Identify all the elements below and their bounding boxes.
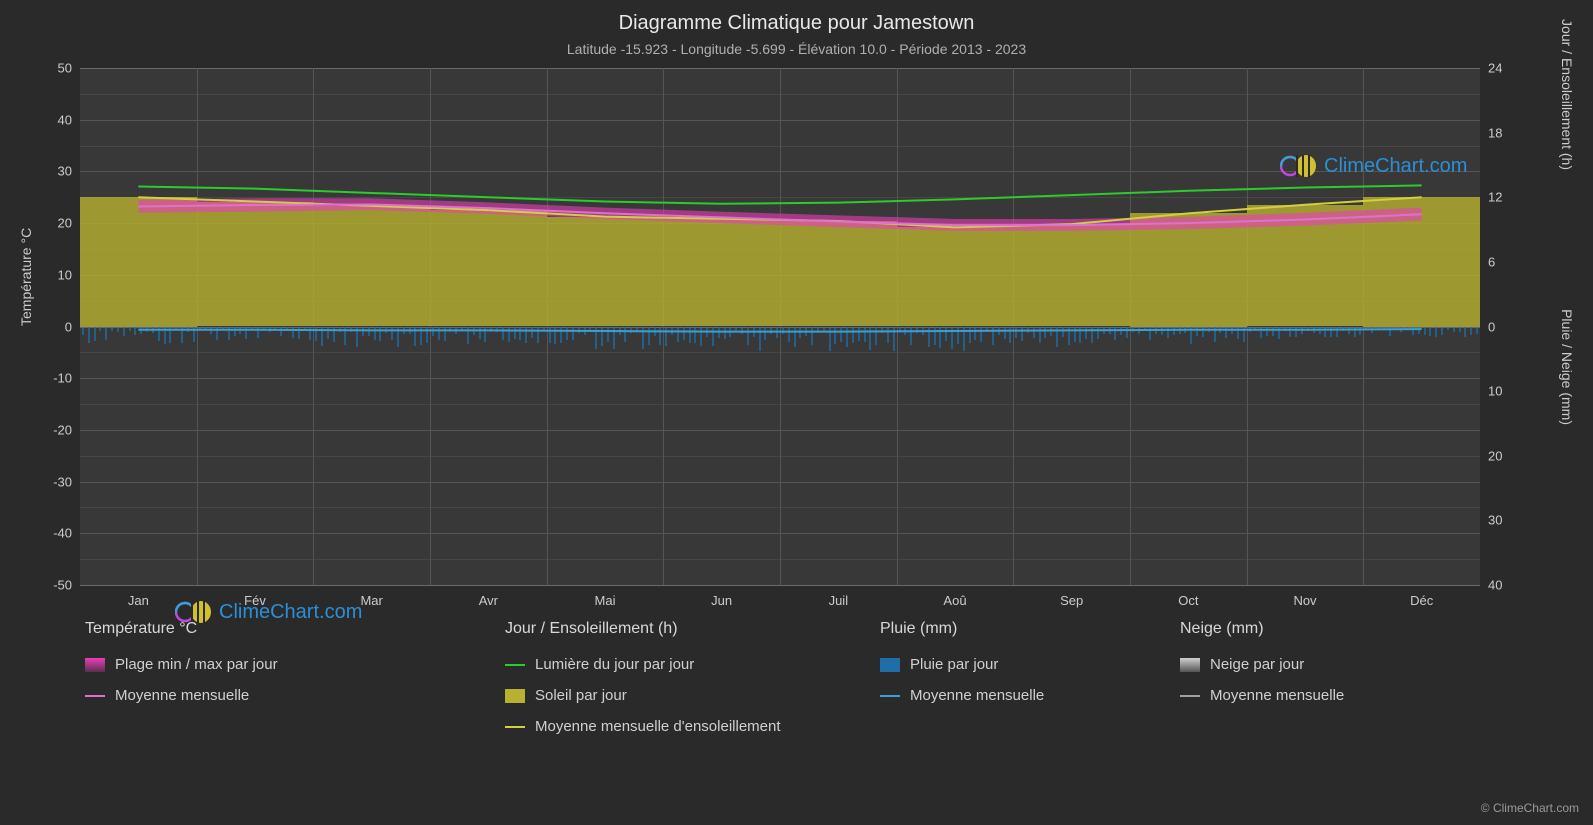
ytick-left: -10 — [42, 371, 72, 386]
legend-item: Lumière du jour par jour — [505, 656, 880, 673]
legend-item: Soleil par jour — [505, 687, 880, 704]
month-label: Avr — [479, 593, 498, 608]
legend-swatch — [880, 695, 900, 697]
month-label: Mar — [360, 593, 382, 608]
month-label: Nov — [1293, 593, 1316, 608]
ytick-left: 30 — [42, 164, 72, 179]
legend-label: Pluie par jour — [910, 656, 998, 673]
month-label: Déc — [1410, 593, 1433, 608]
ytick-right-mm: 30 — [1488, 513, 1502, 528]
ytick-left: -50 — [42, 578, 72, 593]
ytick-left: -20 — [42, 422, 72, 437]
legend-swatch — [85, 658, 105, 672]
legend-item: Neige par jour — [1180, 656, 1480, 673]
plot-area: -50-40-30-20-100102030405006121824102030… — [80, 68, 1480, 585]
legend-header: Pluie (mm) — [880, 620, 1180, 638]
month-label: Mai — [595, 593, 616, 608]
legend-label: Neige par jour — [1210, 656, 1304, 673]
legend-item: Plage min / max par jour — [85, 656, 505, 673]
ytick-right-mm: 10 — [1488, 384, 1502, 399]
ytick-left: 10 — [42, 267, 72, 282]
rain-avg-line — [138, 329, 1421, 332]
legend-header: Température °C — [85, 620, 505, 638]
y-axis-right-bottom-label: Pluie / Neige (mm) — [1559, 309, 1575, 425]
legend-column: Pluie (mm) Pluie par jour Moyenne mensuell… — [880, 620, 1180, 735]
legend-swatch — [505, 689, 525, 703]
ytick-right-hours: 6 — [1488, 254, 1495, 269]
ytick-right-mm: 20 — [1488, 448, 1502, 463]
legend-label: Moyenne mensuelle — [115, 687, 249, 704]
legend-label: Soleil par jour — [535, 687, 627, 704]
month-label: Aoû — [943, 593, 966, 608]
ytick-right-hours: 0 — [1488, 319, 1495, 334]
legend-swatch — [880, 658, 900, 672]
watermark: ClimeChart.com — [1280, 152, 1467, 180]
legend-item: Moyenne mensuelle d'ensoleillement — [505, 718, 880, 735]
copyright-text: © ClimeChart.com — [1481, 801, 1579, 815]
ytick-left: -40 — [42, 526, 72, 541]
y-axis-left-label: Température °C — [18, 228, 34, 326]
chart-title: Diagramme Climatique pour Jamestown — [0, 0, 1593, 35]
legend-column: Jour / Ensoleillement (h) Lumière du jour… — [505, 620, 880, 735]
month-label: Jun — [711, 593, 732, 608]
legend-swatch — [505, 726, 525, 728]
legend-item: Moyenne mensuelle — [1180, 687, 1480, 704]
month-label: Jan — [128, 593, 149, 608]
legend-item: Pluie par jour — [880, 656, 1180, 673]
ytick-right-mm: 40 — [1488, 578, 1502, 593]
y-axis-right-top-label: Jour / Ensoleillement (h) — [1559, 19, 1575, 170]
ytick-left: 40 — [42, 112, 72, 127]
legend-header: Jour / Ensoleillement (h) — [505, 620, 880, 638]
line-layer — [80, 68, 1480, 585]
legend-label: Moyenne mensuelle — [1210, 687, 1344, 704]
month-label: Oct — [1178, 593, 1198, 608]
month-label: Juil — [829, 593, 849, 608]
legend-item: Moyenne mensuelle — [85, 687, 505, 704]
chart-subtitle: Latitude -15.923 - Longitude -5.699 - Él… — [0, 35, 1593, 57]
ytick-left: 20 — [42, 216, 72, 231]
ytick-left: 50 — [42, 61, 72, 76]
climate-chart: Diagramme Climatique pour Jamestown Lati… — [0, 0, 1593, 825]
legend-swatch — [85, 695, 105, 697]
ytick-right-hours: 12 — [1488, 190, 1502, 205]
legend-label: Moyenne mensuelle — [910, 687, 1044, 704]
legend-header: Neige (mm) — [1180, 620, 1480, 638]
legend-swatch — [505, 664, 525, 666]
legend-item: Moyenne mensuelle — [880, 687, 1180, 704]
legend-label: Plage min / max par jour — [115, 656, 278, 673]
ytick-right-hours: 18 — [1488, 125, 1502, 140]
legend-swatch — [1180, 658, 1200, 672]
month-label: Sep — [1060, 593, 1083, 608]
ytick-left: -30 — [42, 474, 72, 489]
watermark-text: ClimeChart.com — [1324, 155, 1467, 178]
legend-label: Moyenne mensuelle d'ensoleillement — [535, 718, 781, 735]
legend-column: Température °C Plage min / max par jour Mo… — [85, 620, 505, 735]
legend-label: Lumière du jour par jour — [535, 656, 694, 673]
legend-column: Neige (mm) Neige par jour Moyenne mensuell… — [1180, 620, 1480, 735]
legend-swatch — [1180, 695, 1200, 697]
ytick-right-hours: 24 — [1488, 61, 1502, 76]
climechart-logo-icon — [1280, 152, 1318, 180]
legend: Température °C Plage min / max par jour Mo… — [85, 620, 1480, 735]
ytick-left: 0 — [42, 319, 72, 334]
